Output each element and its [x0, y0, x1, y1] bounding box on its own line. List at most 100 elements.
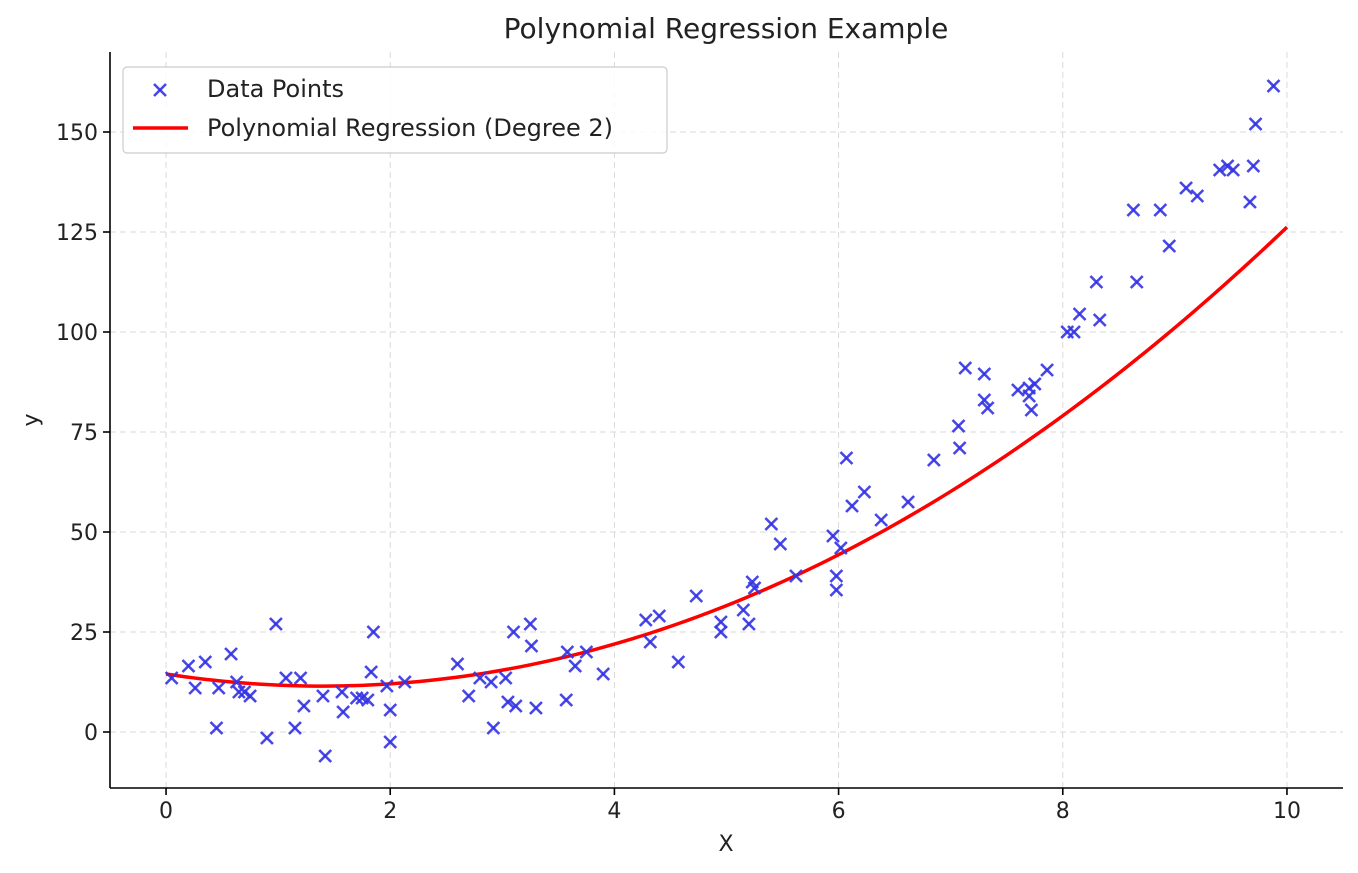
- marker-stroke: [568, 659, 583, 673]
- marker-stroke: [1190, 189, 1205, 203]
- marker-stroke: [713, 615, 728, 629]
- data-point: [1248, 117, 1263, 131]
- marker-stroke: [736, 603, 751, 617]
- data-point: [857, 485, 872, 499]
- data-point: [397, 675, 412, 689]
- marker-stroke: [1129, 275, 1144, 289]
- marker-stroke: [773, 537, 788, 551]
- data-point: [952, 441, 967, 455]
- marker-stroke: [671, 655, 686, 669]
- data-point: [1011, 383, 1025, 397]
- marker-stroke: [829, 569, 844, 583]
- data-point: [336, 705, 351, 719]
- marker-stroke: [1153, 203, 1168, 217]
- data-point: [383, 703, 398, 717]
- marker-stroke: [529, 701, 543, 715]
- marker-stroke: [211, 681, 226, 695]
- data-point: [977, 393, 992, 407]
- marker-stroke: [1243, 195, 1257, 209]
- data-point: [229, 675, 244, 689]
- marker-stroke: [980, 401, 995, 415]
- marker-stroke: [209, 721, 224, 735]
- marker-stroke: [506, 625, 521, 639]
- marker-stroke: [1226, 163, 1241, 177]
- marker-stroke: [335, 685, 349, 699]
- data-point: [209, 721, 224, 735]
- data-point: [1153, 203, 1168, 217]
- marker-stroke: [579, 645, 594, 659]
- marker-stroke: [1092, 313, 1107, 327]
- data-point: [224, 647, 238, 661]
- marker-stroke: [279, 671, 293, 685]
- marker-stroke: [1027, 377, 1042, 391]
- data-point: [839, 451, 854, 465]
- marker-stroke: [764, 517, 779, 531]
- marker-stroke: [857, 485, 872, 499]
- data-point: [568, 659, 583, 673]
- data-point: [652, 609, 667, 623]
- marker-stroke: [508, 699, 523, 713]
- data-point: [901, 495, 916, 509]
- data-point: [845, 499, 859, 513]
- data-point: [958, 361, 973, 375]
- marker-stroke: [1266, 79, 1281, 93]
- marker-stroke: [450, 657, 465, 671]
- data-point: [741, 617, 756, 631]
- x-tick-label: 4: [607, 799, 621, 824]
- data-point: [472, 671, 487, 685]
- marker-stroke: [1011, 383, 1025, 397]
- marker-stroke: [486, 721, 501, 735]
- marker-stroke: [1126, 203, 1141, 217]
- data-point: [643, 635, 658, 649]
- marker-stroke: [366, 625, 381, 639]
- data-point: [764, 517, 779, 531]
- data-point: [318, 749, 333, 763]
- data-point: [529, 701, 543, 715]
- legend-x-marker: [153, 83, 167, 97]
- data-point: [231, 685, 246, 699]
- data-point: [486, 721, 501, 735]
- x-tick-label: 8: [1056, 799, 1070, 824]
- data-point: [335, 685, 349, 699]
- chart-title: Polynomial Regression Example: [504, 12, 949, 45]
- grid-layer: [110, 52, 1343, 788]
- data-point: [713, 625, 728, 639]
- marker-stroke: [745, 575, 760, 589]
- data-point: [1022, 389, 1037, 403]
- marker-stroke: [523, 617, 538, 631]
- marker-stroke: [747, 581, 762, 595]
- marker-stroke: [1248, 117, 1263, 131]
- data-point: [260, 731, 274, 745]
- data-point: [1089, 275, 1104, 289]
- data-point: [773, 537, 788, 551]
- marker-stroke: [789, 569, 803, 583]
- legend-label-data-points: Data Points: [207, 75, 344, 103]
- marker-stroke: [560, 645, 575, 659]
- x-tick-label: 10: [1273, 799, 1301, 824]
- marker-stroke: [153, 83, 167, 97]
- marker-stroke: [958, 361, 973, 375]
- marker-stroke: [288, 721, 302, 735]
- marker-stroke: [360, 693, 375, 707]
- marker-stroke: [926, 453, 941, 467]
- marker-stroke: [336, 705, 351, 719]
- marker-stroke: [713, 625, 728, 639]
- data-point: [1129, 275, 1144, 289]
- y-tick-label: 125: [56, 221, 98, 246]
- data-point: [523, 617, 538, 631]
- marker-stroke: [472, 671, 487, 685]
- data-point: [484, 675, 499, 689]
- data-point: [461, 689, 476, 703]
- data-point: [268, 617, 283, 631]
- marker-stroke: [224, 647, 238, 661]
- marker-stroke: [379, 679, 394, 693]
- data-point: [506, 625, 521, 639]
- marker-stroke: [1022, 389, 1037, 403]
- marker-stroke: [643, 635, 658, 649]
- data-point: [366, 625, 381, 639]
- data-point: [1024, 403, 1039, 417]
- data-point: [951, 419, 966, 433]
- marker-stroke: [355, 691, 370, 705]
